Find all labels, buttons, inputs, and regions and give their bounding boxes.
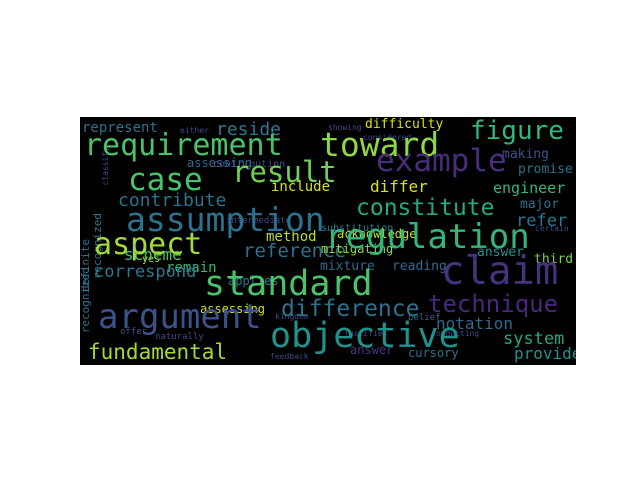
cloud-word: assessing (187, 156, 253, 170)
cloud-word: justifies (344, 329, 388, 338)
cloud-word: refer (516, 211, 568, 231)
cloud-word: kingdom (275, 312, 309, 321)
cloud-word: making (502, 147, 549, 162)
cloud-word: acknowledge (337, 227, 417, 241)
cloud-word: engineer (493, 179, 566, 197)
cloud-word: applies (228, 274, 279, 288)
cloud-word: system (503, 329, 565, 349)
cloud-word: major (520, 197, 560, 212)
cloud-word: assessing (200, 302, 266, 316)
cloud-word: case (128, 162, 203, 198)
cloud-word: aspect (94, 227, 203, 262)
cloud-word: offer (120, 327, 148, 337)
cloud-word: certain (535, 224, 569, 233)
cloud-word: showing (328, 123, 362, 132)
cloud-word: argument (98, 297, 262, 337)
cloud-word: requirement (84, 128, 283, 163)
cloud-word: recognized (80, 267, 92, 334)
cloud-word: yes (142, 254, 161, 265)
word-cloud: contribution substitution intermediate d… (80, 117, 576, 365)
cloud-word: figure (470, 117, 564, 146)
cloud-word: reference (243, 240, 346, 262)
cloud-word: third (534, 252, 574, 267)
cloud-word: feedback (270, 352, 309, 361)
cloud-word: notation (436, 314, 514, 333)
cloud-word: reading (392, 259, 447, 274)
cloud-word: difficulty (365, 117, 444, 132)
cloud-word: cursory (408, 346, 459, 360)
cloud-word: regulation (325, 217, 530, 257)
cloud-word: remain (166, 260, 217, 276)
cloud-word: conducting (431, 329, 480, 338)
cloud-word: substitution (321, 223, 394, 234)
cloud-word: method (266, 229, 317, 245)
cloud-word: answer (477, 245, 524, 260)
cloud-word: contribute (118, 190, 227, 211)
cloud-word: either (180, 126, 209, 135)
cloud-word: belief (408, 313, 441, 323)
cloud-word: correspond (94, 262, 197, 282)
cloud-word: fundamental (88, 340, 228, 364)
cloud-word: answer (350, 343, 394, 357)
cloud-word: contribution (213, 159, 286, 170)
cloud-word: difference (281, 296, 420, 322)
cloud-word: promise (518, 162, 573, 177)
cloud-word: reside (216, 119, 282, 140)
cloud-word: provide (514, 344, 576, 363)
cloud-word: scheme (124, 245, 182, 264)
cloud-word: technique (428, 290, 559, 318)
cloud-word: claim (441, 249, 559, 294)
cloud-word: mixture (320, 259, 375, 274)
cloud-word: mitigating (321, 242, 394, 256)
cloud-word: include (271, 179, 331, 195)
cloud-word: represent (82, 120, 158, 136)
cloud-word: differ (370, 177, 428, 196)
cloud-word: objective (270, 316, 460, 356)
cloud-word: assumption (126, 200, 325, 239)
cloud-word: naturally (155, 332, 204, 342)
cloud-word: example (376, 143, 507, 179)
cloud-word: constitute (356, 195, 495, 221)
cloud-word: intermediate (226, 216, 292, 226)
cloud-word: toward (320, 125, 440, 164)
cloud-word: considered (363, 133, 412, 142)
cloud-word: standard (204, 264, 373, 304)
cloud-word: result (232, 155, 337, 189)
